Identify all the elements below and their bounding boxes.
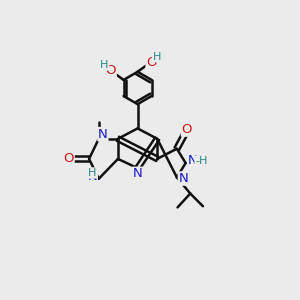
Text: O: O — [106, 64, 116, 77]
Text: O: O — [146, 56, 157, 69]
Text: N: N — [178, 172, 188, 185]
Text: -H: -H — [195, 156, 208, 166]
Text: N: N — [188, 154, 198, 167]
Text: H: H — [88, 168, 97, 178]
Text: N: N — [87, 170, 97, 183]
Text: N: N — [98, 128, 108, 141]
Text: N: N — [133, 167, 142, 180]
Text: O: O — [64, 152, 74, 165]
Text: H: H — [153, 52, 161, 62]
Text: H: H — [100, 60, 109, 70]
Text: O: O — [182, 123, 192, 136]
